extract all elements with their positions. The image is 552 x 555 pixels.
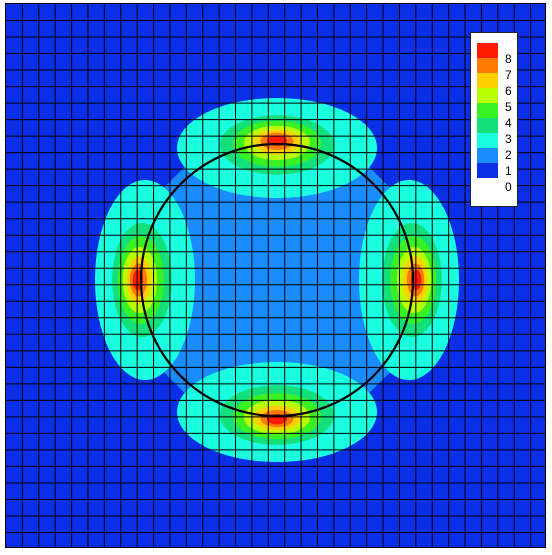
color-legend: 8 7 6 5 4 3 2 1 0 — [470, 32, 518, 207]
legend-swatch-3 — [477, 118, 498, 133]
legend-label-7: 7 — [505, 68, 512, 82]
legend-label-6: 6 — [505, 84, 512, 98]
legend-swatch-8 — [477, 43, 498, 58]
interior-region — [131, 134, 423, 426]
contour-plot-svg — [6, 4, 545, 547]
hotspot-top — [177, 98, 377, 198]
legend-swatch-4 — [477, 103, 498, 118]
hotspot-bottom — [177, 362, 377, 462]
legend-swatch-7 — [477, 58, 498, 73]
mesh-grid — [6, 4, 545, 547]
hotspot-left — [95, 180, 195, 380]
legend-label-8: 8 — [505, 52, 512, 66]
legend-label-4: 4 — [505, 116, 512, 130]
legend-label-3: 3 — [505, 132, 512, 146]
hotspot-right — [359, 180, 459, 380]
circle-outline — [139, 142, 415, 418]
plot-area — [5, 3, 546, 548]
legend-swatch-5 — [477, 88, 498, 103]
legend-label-0: 0 — [505, 180, 512, 194]
legend-label-2: 2 — [505, 148, 512, 162]
legend-swatch-6 — [477, 73, 498, 88]
legend-label-5: 5 — [505, 100, 512, 114]
legend-label-1: 1 — [505, 164, 512, 178]
legend-swatch-0 — [477, 163, 498, 178]
legend-swatch-2 — [477, 133, 498, 148]
legend-swatch-1 — [477, 148, 498, 163]
